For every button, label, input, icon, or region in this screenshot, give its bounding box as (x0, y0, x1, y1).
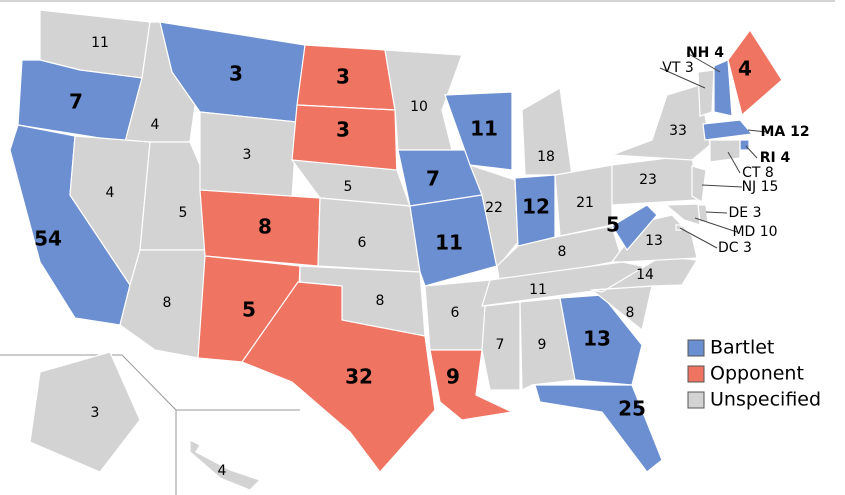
state-label: 13 (645, 233, 663, 249)
state-label: 22 (485, 200, 503, 216)
state-label: 4 (738, 57, 752, 81)
state-label: NH 4 (686, 45, 724, 61)
state-label: 8 (626, 305, 635, 321)
state-label: MD 10 (732, 224, 777, 240)
state (611, 204, 658, 252)
state-label: NJ 15 (742, 179, 779, 195)
state-label: 9 (538, 337, 547, 353)
leader-line (679, 227, 718, 249)
state-label: 3 (243, 147, 252, 163)
state (702, 119, 754, 141)
legend-swatch (687, 391, 705, 409)
state-label: 5 (179, 205, 188, 221)
legend-label: Unspecified (710, 389, 821, 411)
state-label: MA 12 (760, 124, 809, 140)
state-label: 4 (151, 117, 160, 133)
state-label: 32 (345, 365, 373, 389)
state (709, 139, 741, 163)
state-label: 12 (522, 195, 550, 219)
state (481, 301, 521, 391)
state-label: 11 (529, 282, 547, 298)
state-label: 11 (470, 117, 498, 141)
state (691, 165, 707, 203)
states (9, 9, 783, 491)
leader-line (747, 129, 768, 133)
leader-line (701, 184, 743, 188)
state (29, 351, 141, 473)
state (444, 91, 513, 171)
state-label: 25 (618, 397, 646, 421)
state-label: 23 (639, 172, 657, 188)
state-label: CT 8 (742, 165, 774, 181)
state-label: 33 (669, 123, 687, 139)
legend-swatch (687, 339, 705, 357)
state-label: DE 3 (729, 205, 762, 221)
state (554, 164, 613, 237)
state-label: DC 3 (718, 240, 752, 256)
leader-line (686, 52, 721, 73)
state-label: 7 (496, 337, 505, 353)
state (189, 439, 262, 491)
state (559, 294, 643, 386)
state-label: 7 (69, 90, 83, 114)
state-label: 8 (558, 244, 567, 260)
state-label: 8 (258, 215, 272, 239)
legend-swatch (687, 365, 705, 383)
leader-line (727, 151, 741, 174)
state (664, 203, 701, 226)
legend-label: Opponent (710, 363, 804, 385)
state-label: 10 (410, 99, 428, 115)
inset-border (0, 354, 177, 495)
state-label: 6 (451, 305, 460, 321)
state (409, 194, 498, 287)
state-label: 8 (163, 295, 172, 311)
state (317, 197, 421, 273)
state-label: 3 (91, 405, 100, 421)
state-label: 5 (242, 298, 256, 322)
state (697, 69, 715, 117)
state-label: 7 (426, 167, 440, 191)
state-label: 5 (606, 213, 620, 237)
leader-line (745, 145, 758, 159)
legend-label: Bartlet (710, 337, 774, 359)
state (241, 281, 436, 473)
state-label: 21 (576, 195, 594, 211)
state-label: RI 4 (760, 150, 791, 166)
state-label: 11 (91, 35, 109, 51)
state-label: 6 (358, 235, 367, 251)
state-label: 3 (336, 65, 350, 89)
state (727, 28, 783, 117)
state-label: 4 (218, 463, 227, 479)
state-label: 3 (336, 118, 350, 142)
state-label: 14 (636, 267, 654, 283)
state (611, 84, 711, 161)
state-label: 18 (537, 149, 555, 165)
state-label: 11 (435, 231, 463, 255)
state (534, 384, 663, 473)
state-label: 8 (376, 293, 385, 309)
state (713, 59, 733, 117)
leader-line (659, 67, 706, 89)
state (675, 224, 682, 231)
state-label: VT 3 (662, 60, 694, 76)
state-label: 3 (229, 62, 243, 86)
state-label: 9 (446, 365, 460, 389)
leader-line (705, 211, 728, 214)
state-label: 54 (34, 227, 62, 251)
state (519, 297, 576, 391)
state-label: 5 (344, 179, 353, 195)
state (468, 164, 519, 270)
state-label: 13 (583, 327, 611, 351)
state-label: 4 (106, 185, 115, 201)
leader-line (694, 217, 738, 233)
